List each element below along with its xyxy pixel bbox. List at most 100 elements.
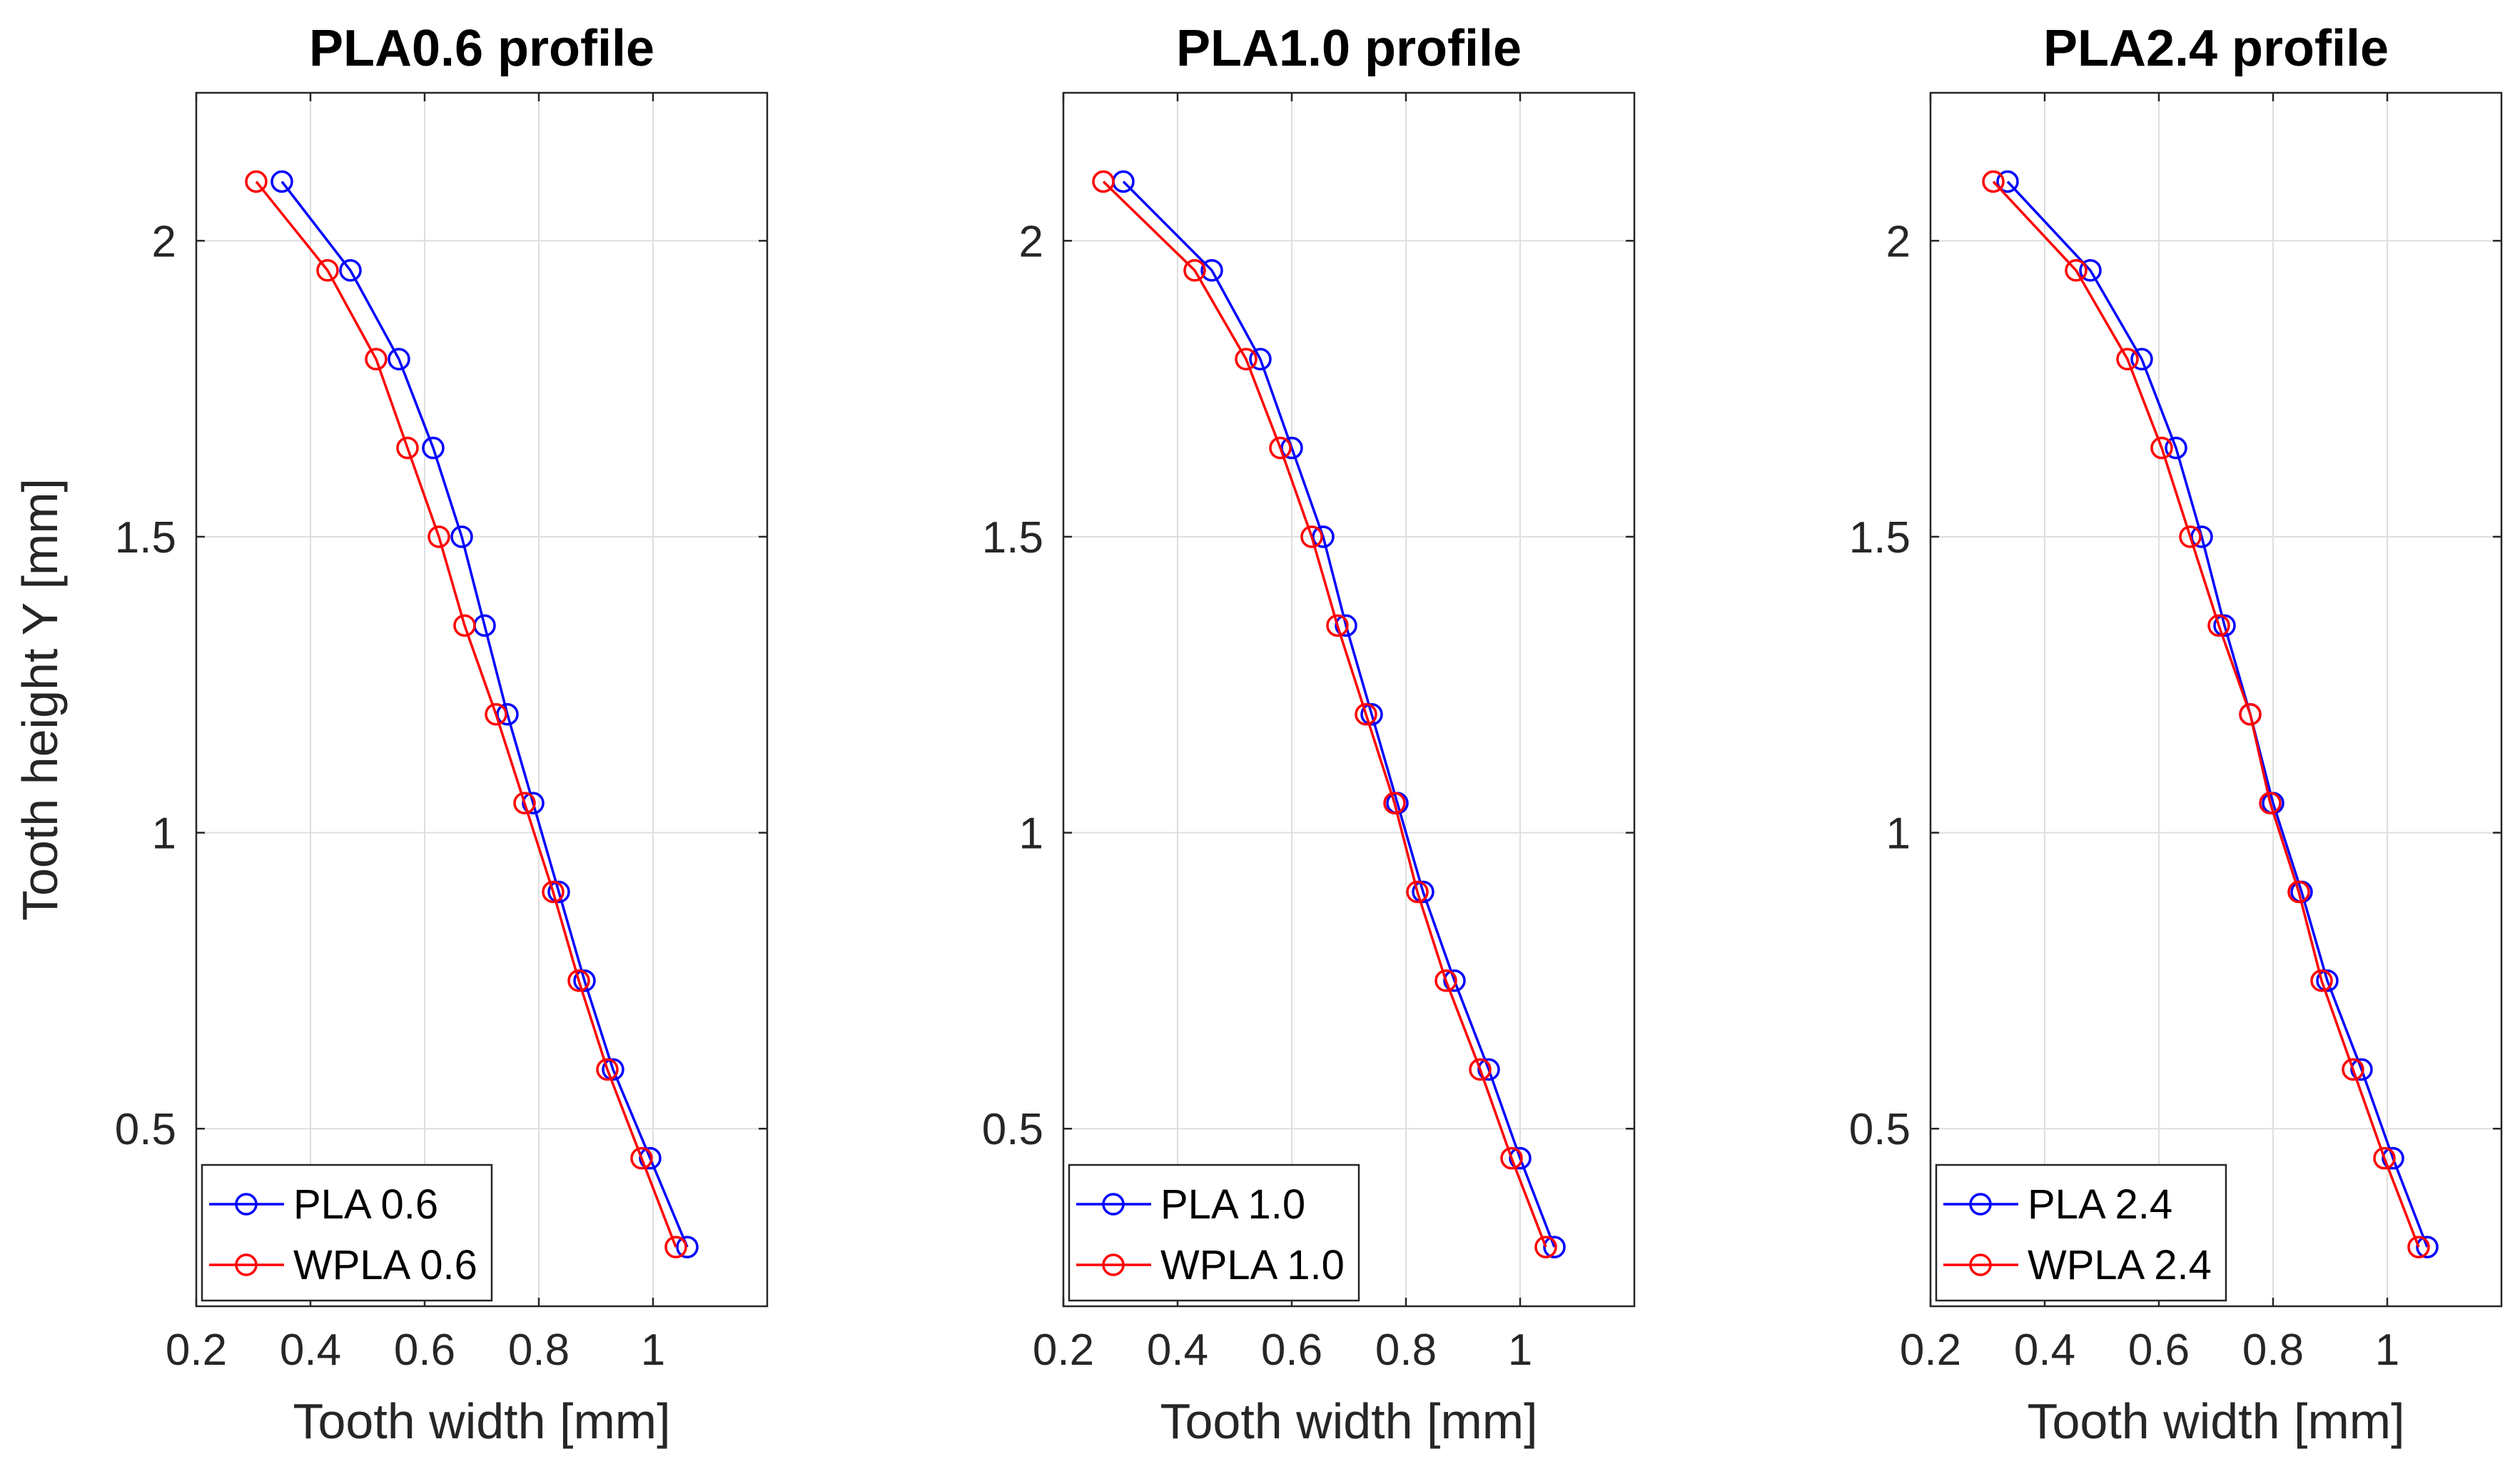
legend-entry-label: WPLA 0.6 [293, 1242, 477, 1288]
data-point-marker [496, 702, 519, 726]
data-point-marker [2373, 1146, 2396, 1170]
x-tick-label: 0.4 [2014, 1326, 2075, 1375]
axes-box [1062, 91, 1636, 1308]
legend: PLA 2.4 WPLA 2.4 [1935, 1164, 2227, 1302]
data-point-marker [1383, 792, 1406, 814]
legend-marker-sample [235, 1193, 258, 1216]
data-point-marker [1092, 170, 1115, 193]
data-point-marker [1235, 348, 1258, 370]
data-point-marker [1335, 614, 1357, 637]
y-tick-label: 1.5 [115, 513, 176, 562]
data-point-marker [2207, 614, 2230, 637]
data-point-marker [453, 614, 476, 637]
legend-marker-sample [1102, 1193, 1125, 1216]
x-tick-label: 0.2 [1900, 1326, 1961, 1375]
data-point-marker [1434, 969, 1457, 992]
x-tick-label: 1 [641, 1326, 665, 1375]
y-tick-label: 2 [152, 217, 176, 266]
data-point-marker [427, 525, 450, 548]
data-point-marker [1360, 702, 1383, 726]
data-point-marker [1406, 880, 1429, 904]
data-point-marker [2342, 1058, 2364, 1081]
x-tick-label: 0.8 [2242, 1326, 2304, 1375]
series-line-1 [1122, 181, 1556, 1248]
data-point-marker [1300, 525, 1323, 548]
data-point-marker [2416, 1236, 2439, 1258]
legend-entry-label: WPLA 1.0 [1160, 1242, 1345, 1288]
data-point-marker [1355, 702, 1377, 726]
x-tick-label: 0.6 [394, 1326, 455, 1375]
data-point-marker [1326, 614, 1349, 637]
data-point-marker [639, 1146, 662, 1170]
data-point-marker [2407, 1236, 2430, 1258]
x-tick-label: 0.4 [1147, 1326, 1208, 1375]
data-point-marker [676, 1236, 699, 1258]
legend-box [201, 1164, 493, 1302]
data-point-marker [1500, 1146, 1523, 1170]
data-point-marker [2150, 436, 2173, 460]
x-tick-label: 0.2 [166, 1326, 227, 1375]
y-tick-label: 0.5 [982, 1105, 1043, 1154]
data-point-marker [567, 969, 590, 992]
legend-box [1068, 1164, 1360, 1302]
y-tick-label: 1 [1019, 809, 1043, 859]
axes-background [1931, 93, 2501, 1306]
axes-box [1929, 91, 2503, 1308]
data-point-marker [245, 170, 268, 193]
data-point-marker [316, 259, 339, 282]
data-point-marker [1509, 1146, 1532, 1170]
data-point-marker [2116, 348, 2139, 370]
data-point-marker [542, 880, 565, 904]
data-point-marker [2165, 436, 2187, 460]
axes-background [196, 93, 767, 1306]
data-point-marker [1996, 170, 2019, 193]
series-line-2 [255, 181, 677, 1248]
data-point-marker [2130, 348, 2153, 370]
series-line-1 [280, 181, 689, 1248]
data-point-marker [1280, 436, 1303, 460]
legend-marker-sample [1969, 1193, 1992, 1216]
x-tick-label: 0.4 [280, 1326, 341, 1375]
data-point-marker [573, 969, 596, 992]
data-point-marker [1443, 969, 1466, 992]
data-point-marker [339, 259, 362, 282]
chart-panel-2: 0.2 0.4 0.6 0.8 1 0.5 1 1.5 2 PLA1.0 profile Tooth… [982, 20, 1636, 1449]
data-point-marker [1543, 1236, 1566, 1258]
y-tick-label: 0.5 [115, 1105, 176, 1154]
data-point-marker [2239, 702, 2262, 726]
legend-marker-sample [1102, 1253, 1125, 1276]
series-line-2 [1992, 181, 2420, 1248]
data-point-marker [2179, 525, 2202, 548]
x-tick-label: 0.6 [1261, 1326, 1322, 1375]
data-point-marker [2382, 1146, 2404, 1170]
data-point-marker [388, 348, 410, 370]
y-tick-label: 1 [1886, 809, 1911, 859]
chart-title: PLA2.4 profile [2043, 20, 2389, 77]
data-point-marker [1200, 259, 1223, 282]
data-point-marker [396, 436, 419, 460]
x-tick-label: 0.8 [508, 1326, 570, 1375]
x-axis-label: Tooth width [mm] [293, 1393, 670, 1449]
legend-entry-label: PLA 2.4 [2028, 1181, 2172, 1228]
data-point-marker [664, 1236, 687, 1258]
data-point-marker [450, 525, 473, 548]
series-line-2 [1102, 181, 1547, 1248]
chart-panel-3: 0.2 0.4 0.6 0.8 1 0.5 1 1.5 2 PLA2.4 profile Tooth… [1849, 20, 2503, 1449]
data-point-marker [2213, 614, 2236, 637]
legend-entry-label: WPLA 2.4 [2028, 1242, 2212, 1288]
data-point-marker [485, 702, 507, 726]
legend: PLA 0.6 WPLA 0.6 [201, 1164, 493, 1302]
x-axis-label: Tooth width [mm] [1160, 1393, 1537, 1449]
data-point-marker [513, 792, 536, 814]
data-point-marker [2190, 525, 2213, 548]
data-point-marker [596, 1058, 619, 1081]
y-tick-label: 1 [152, 809, 176, 859]
data-point-marker [1183, 259, 1206, 282]
legend-entry-label: PLA 1.0 [1160, 1181, 1305, 1228]
data-point-marker [522, 792, 545, 814]
y-tick-label: 0.5 [1849, 1105, 1911, 1154]
data-point-marker [2259, 792, 2282, 814]
x-tick-label: 1 [1508, 1326, 1532, 1375]
y-tick-label: 1.5 [982, 513, 1043, 562]
